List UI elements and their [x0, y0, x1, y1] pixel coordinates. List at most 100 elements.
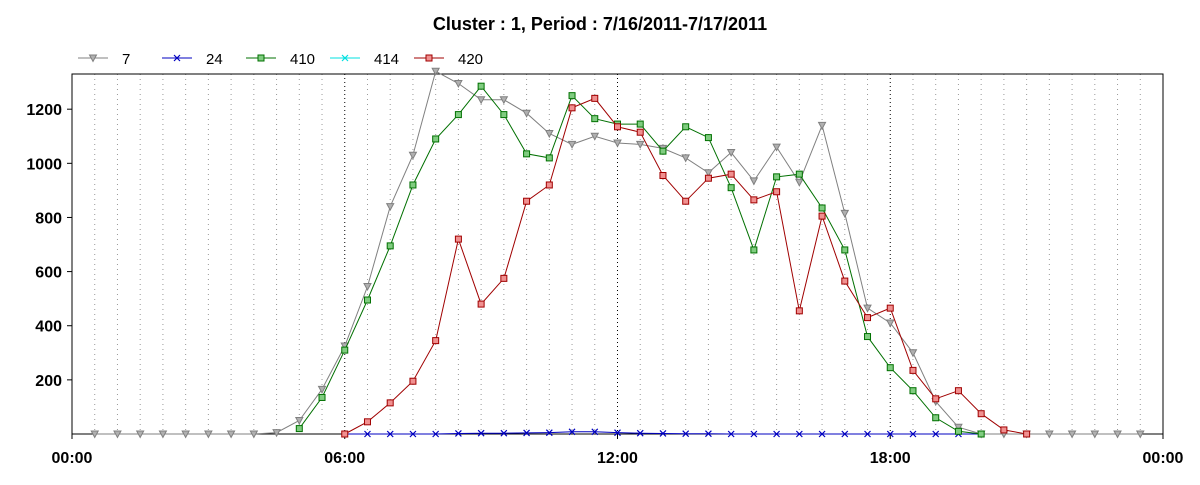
data-point — [1067, 430, 1077, 439]
data-point — [500, 429, 508, 437]
data-point — [818, 212, 826, 220]
data-point — [363, 418, 371, 426]
data-point — [726, 148, 736, 158]
data-point — [545, 181, 553, 189]
y-tick-label: 600 — [35, 265, 62, 282]
data-point — [750, 196, 758, 204]
data-point — [341, 346, 349, 354]
series-layer — [90, 67, 1145, 439]
data-point — [249, 430, 259, 439]
data-point — [613, 139, 622, 148]
data-point — [294, 416, 304, 426]
data-point — [318, 393, 326, 401]
data-point — [1090, 430, 1100, 439]
data-point — [614, 429, 621, 437]
legend-label: 24 — [206, 51, 223, 68]
data-point — [864, 333, 872, 341]
data-point — [226, 430, 236, 439]
data-point — [818, 204, 826, 212]
data-point — [750, 246, 758, 254]
data-point — [523, 429, 531, 437]
data-point — [386, 399, 394, 407]
data-point — [454, 79, 463, 89]
data-point — [909, 366, 917, 374]
data-point — [704, 174, 712, 182]
data-point — [386, 242, 394, 250]
data-point — [909, 430, 917, 438]
data-point — [795, 170, 803, 178]
data-point — [659, 147, 667, 155]
data-point — [544, 130, 554, 139]
data-point — [773, 430, 781, 438]
data-point — [954, 423, 963, 432]
data-point — [727, 430, 735, 438]
data-point — [954, 427, 962, 435]
data-point — [817, 121, 827, 130]
legend: 7 24 410 414 420 — [78, 51, 483, 68]
data-point — [773, 188, 781, 196]
legend-item-414: 414 — [330, 51, 399, 68]
data-point — [499, 96, 509, 105]
data-point — [818, 430, 826, 438]
data-point — [545, 429, 553, 437]
data-point — [727, 184, 735, 192]
data-point — [704, 134, 712, 142]
data-point — [704, 169, 713, 178]
data-point — [591, 428, 599, 436]
data-point — [432, 337, 440, 345]
data-point — [523, 150, 531, 158]
data-point — [409, 377, 417, 385]
data-point — [636, 429, 644, 437]
data-point — [659, 430, 667, 437]
data-point — [704, 430, 712, 438]
data-point — [932, 395, 940, 403]
data-point — [272, 429, 281, 438]
x-tick-label: 00:00 — [1143, 450, 1184, 467]
data-point — [590, 132, 600, 141]
data-point — [840, 209, 850, 218]
data-point — [977, 410, 985, 418]
legend-item-420: 420 — [414, 51, 483, 68]
data-point — [409, 430, 417, 438]
series-line — [344, 97, 1027, 435]
series-24 — [341, 428, 985, 438]
data-point — [1023, 430, 1031, 438]
data-point — [682, 430, 690, 438]
data-point — [522, 109, 531, 118]
data-point — [932, 430, 940, 438]
data-point — [659, 172, 667, 180]
data-point — [113, 430, 122, 439]
x-tick-label: 06:00 — [324, 450, 365, 467]
data-point — [614, 123, 621, 131]
data-point — [864, 314, 872, 322]
x-tick-label: 18:00 — [870, 450, 911, 467]
data-point — [454, 235, 462, 243]
grid — [94, 74, 1141, 434]
data-point — [795, 307, 803, 315]
data-point — [636, 128, 644, 136]
data-point — [841, 430, 849, 438]
data-point — [173, 54, 181, 62]
data-point — [886, 364, 894, 372]
data-point — [749, 177, 759, 186]
chart-title: Cluster : 1, Period : 7/16/2011-7/17/201… — [433, 14, 767, 34]
data-point — [523, 197, 531, 205]
series-420 — [341, 94, 1031, 438]
data-point — [477, 429, 485, 437]
data-point — [454, 430, 462, 437]
data-point — [432, 135, 440, 143]
data-point — [341, 430, 349, 438]
data-point — [425, 54, 433, 62]
legend-label: 414 — [374, 51, 399, 68]
data-point — [977, 430, 985, 438]
data-point — [908, 349, 918, 358]
data-point — [750, 430, 758, 438]
data-point — [591, 115, 599, 123]
data-point — [681, 154, 691, 163]
data-point — [727, 170, 735, 178]
data-point — [863, 304, 872, 313]
data-point — [317, 385, 327, 394]
data-point — [386, 430, 394, 438]
